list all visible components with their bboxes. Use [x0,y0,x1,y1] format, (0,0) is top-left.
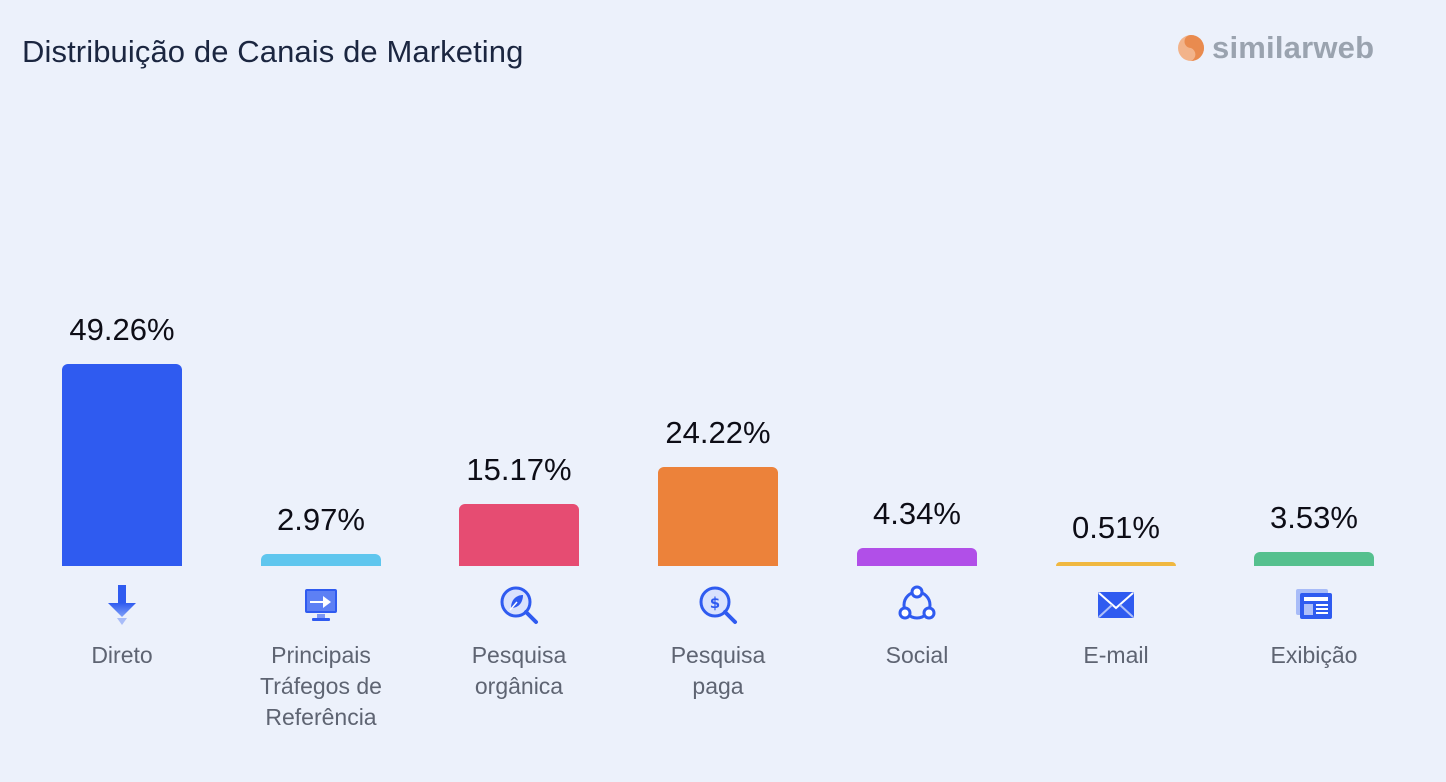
bar-2 [261,553,381,566]
bar-4 [658,466,778,566]
data-label-2: 2.97% [277,501,365,537]
data-label-5: 4.34% [873,496,961,532]
display-ad-icon [1292,583,1336,627]
category-label-4: Pesquisa paga [670,642,766,699]
data-label-3: 15.17% [466,451,572,487]
bar-7 [1254,551,1374,566]
data-label-7: 3.53% [1270,499,1358,535]
category-label-7: Exibição [1270,642,1358,668]
social-network-icon [895,583,939,627]
data-label-4: 24.22% [665,414,771,450]
similarweb-logo: similarweb [1176,30,1374,66]
category-label-2: Principais Tráfegos de Referência [260,642,382,730]
chart-title: Distribuição de Canais de Marketing [22,34,524,69]
svg-text:$: $ [710,594,720,612]
mail-icon [1094,583,1138,627]
data-label-6: 0.51% [1072,510,1160,545]
category-label-3: Pesquisa orgânica [471,642,567,699]
organic-search-icon [497,583,541,627]
paid-search-icon: $ [696,583,740,627]
bar-1 [62,364,182,566]
category-label-5: Social [885,642,949,668]
arrow-down-icon [100,583,144,627]
category-label-6: E-mail [1083,642,1149,668]
referral-monitor-icon [299,583,343,627]
logo-text: similarweb [1212,30,1375,65]
data-label-1: 49.26% [69,312,175,347]
similarweb-logo-icon [1178,35,1204,61]
bar-5 [857,548,977,566]
bar-6 [1056,562,1176,566]
category-label-1: Direto [91,642,153,668]
bar-3 [459,503,579,566]
